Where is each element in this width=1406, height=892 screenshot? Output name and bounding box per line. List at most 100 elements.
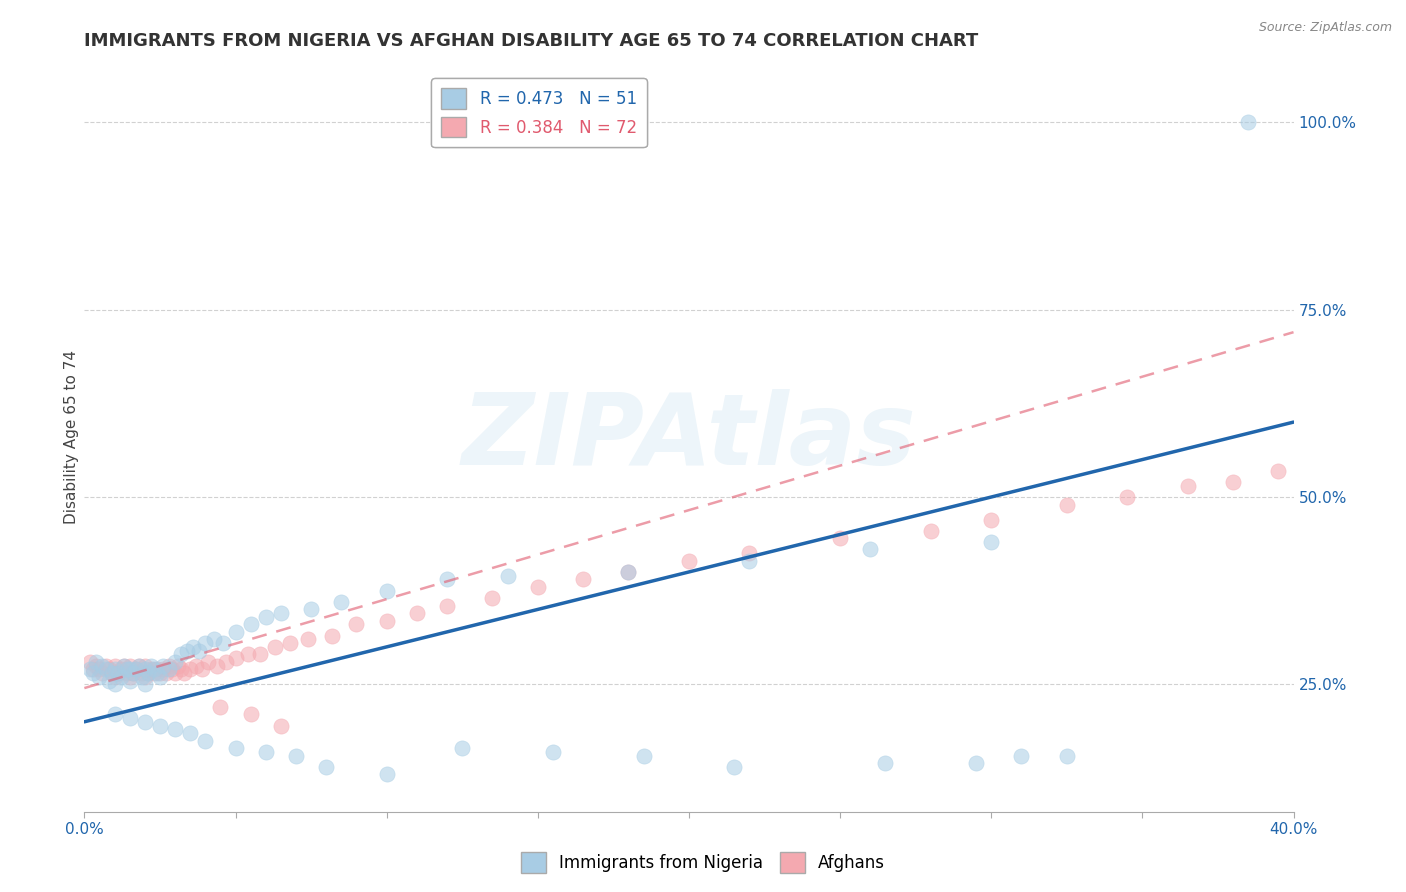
Point (121, 666, 143, 681)
Point (236, 648, 259, 662)
Point (239, 707, 262, 722)
Point (254, 610, 277, 624)
Point (149, 670, 172, 684)
Point (980, 535, 1002, 549)
Point (212, 636, 235, 650)
Point (1056, 498, 1078, 512)
Point (118, 711, 141, 725)
Point (104, 677, 127, 691)
Point (572, 573, 595, 587)
Point (136, 666, 159, 681)
Point (406, 606, 429, 620)
Point (197, 655, 219, 669)
Point (107, 666, 129, 681)
Point (152, 658, 174, 673)
Legend: Immigrants from Nigeria, Afghans: Immigrants from Nigeria, Afghans (515, 846, 891, 880)
Point (225, 741, 247, 756)
Point (91, 658, 114, 673)
Point (86, 655, 108, 669)
Point (194, 636, 217, 650)
Point (104, 707, 127, 722)
Point (1237, 115, 1260, 129)
Point (104, 670, 127, 684)
Point (270, 606, 292, 620)
Point (209, 699, 232, 714)
Point (139, 662, 162, 676)
Point (738, 554, 761, 568)
Point (1177, 479, 1199, 493)
Point (118, 658, 141, 673)
Point (541, 745, 564, 759)
Point (249, 648, 271, 662)
Point (451, 741, 474, 756)
Legend: R = 0.473   N = 51, R = 0.384   N = 72: R = 0.473 N = 51, R = 0.384 N = 72 (432, 78, 647, 147)
Point (859, 542, 882, 557)
Point (1313, 456, 1336, 470)
Point (723, 760, 745, 774)
Point (1116, 490, 1139, 504)
Point (104, 662, 127, 676)
Point (207, 658, 229, 673)
Point (94, 662, 117, 676)
Point (436, 599, 458, 613)
Point (146, 666, 169, 681)
Point (633, 748, 655, 763)
Point (160, 662, 183, 676)
Point (299, 602, 322, 616)
Point (165, 666, 187, 681)
Point (91, 666, 114, 681)
Point (617, 565, 640, 579)
Point (375, 767, 398, 781)
Text: ZIPAtlas: ZIPAtlas (461, 389, 917, 485)
Point (146, 662, 169, 676)
Point (179, 726, 201, 740)
Point (115, 666, 138, 681)
Point (112, 658, 135, 673)
Point (125, 662, 148, 676)
Point (254, 745, 277, 759)
Point (110, 670, 132, 684)
Point (202, 632, 225, 647)
Point (186, 658, 208, 673)
Point (128, 658, 150, 673)
Point (97, 662, 120, 676)
Point (165, 655, 187, 669)
Point (297, 632, 319, 647)
Point (1267, 464, 1289, 478)
Point (1056, 748, 1078, 763)
Point (131, 670, 153, 684)
Point (89, 670, 111, 684)
Point (239, 617, 262, 632)
Point (1403, 434, 1406, 448)
Point (321, 629, 343, 643)
Y-axis label: Disability Age 65 to 74: Disability Age 65 to 74 (63, 350, 79, 524)
Point (179, 662, 201, 676)
Point (167, 658, 190, 673)
Point (157, 658, 180, 673)
Point (980, 512, 1002, 526)
Point (191, 662, 214, 676)
Point (152, 662, 174, 676)
Point (142, 666, 165, 681)
Point (285, 748, 308, 763)
Point (375, 614, 398, 628)
Point (118, 662, 141, 676)
Point (496, 568, 519, 582)
Point (94, 658, 117, 673)
Point (131, 666, 153, 681)
Point (225, 651, 247, 665)
Point (346, 617, 368, 632)
Point (136, 666, 159, 681)
Point (270, 718, 292, 732)
Point (134, 714, 156, 729)
Point (104, 658, 127, 673)
Point (134, 658, 156, 673)
Point (79, 655, 101, 669)
Point (89, 662, 111, 676)
Point (527, 580, 550, 594)
Point (617, 565, 640, 579)
Point (155, 666, 177, 681)
Point (125, 662, 148, 676)
Point (225, 624, 247, 639)
Point (194, 733, 217, 747)
